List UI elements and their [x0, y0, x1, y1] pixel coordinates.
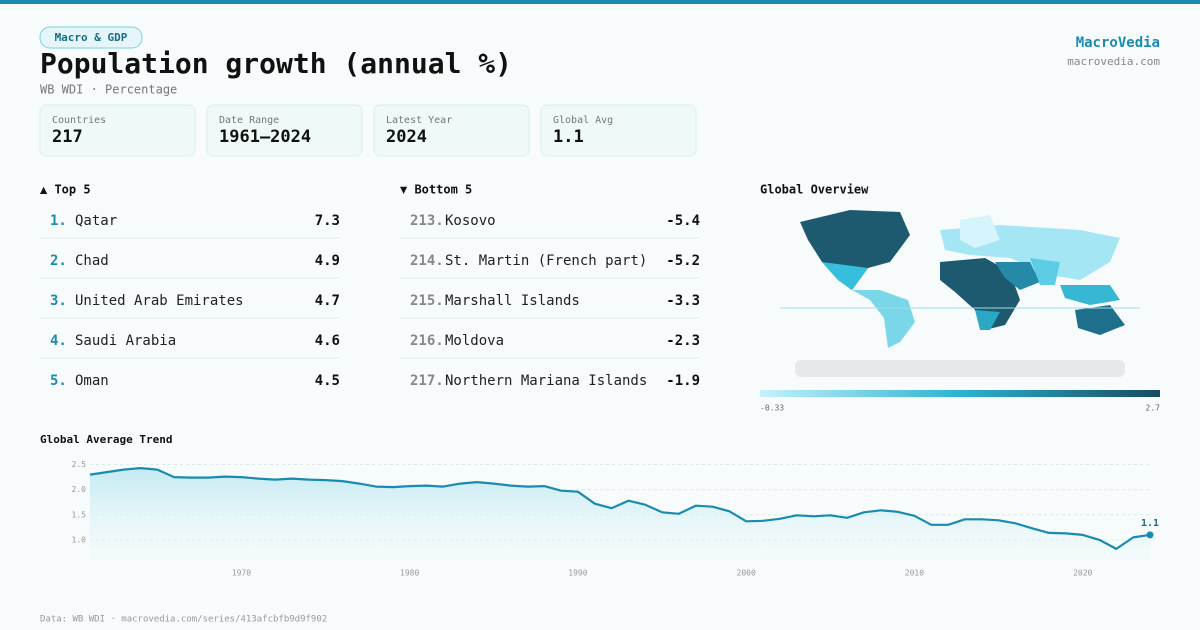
country: Marshall Islands	[445, 293, 580, 309]
brand: MacroVedia	[1076, 35, 1160, 51]
value: 4.9	[315, 253, 340, 269]
x-tick-label: 2000	[737, 569, 756, 578]
chart-title: Global Average Trend	[40, 433, 172, 446]
color-scale	[760, 390, 1160, 397]
value: 4.5	[315, 373, 340, 389]
site: macrovedia.com	[1067, 55, 1160, 68]
rank: 217.	[410, 373, 444, 389]
subtitle: WB WDI · Percentage	[40, 83, 177, 97]
value: -3.3	[666, 293, 700, 309]
title: Population growth (annual %)	[40, 47, 512, 80]
stat-value: 217	[52, 127, 83, 147]
y-tick-label: 2.5	[72, 460, 87, 469]
rank: 3.	[50, 293, 67, 309]
value: 7.3	[315, 213, 340, 229]
tag: Macro & GDP	[55, 31, 128, 44]
stat-value: 1.1	[553, 127, 584, 147]
rank: 213.	[410, 213, 444, 229]
stat-label: Global Avg	[553, 115, 613, 126]
country: Qatar	[75, 213, 117, 229]
x-tick-label: 2020	[1073, 569, 1092, 578]
country: Kosovo	[445, 213, 496, 229]
stat-value: 2024	[386, 127, 427, 147]
tag-pill	[39, 26, 143, 49]
value: -5.2	[666, 253, 700, 269]
value: 4.7	[315, 293, 340, 309]
list-title: ▼ Bottom 5	[400, 183, 472, 197]
country: Northern Mariana Islands	[445, 373, 647, 389]
stat-label: Countries	[52, 115, 106, 126]
rank: 5.	[50, 373, 67, 389]
rank: 215.	[410, 293, 444, 309]
y-tick-label: 1.5	[72, 510, 87, 519]
country: Oman	[75, 373, 109, 389]
x-tick-label: 1970	[232, 569, 251, 578]
country: Saudi Arabia	[75, 333, 176, 349]
rank: 2.	[50, 253, 67, 269]
x-tick-label: 2010	[905, 569, 924, 578]
stat-card	[39, 104, 196, 157]
value: -1.9	[666, 373, 700, 389]
stat-label: Latest Year	[386, 115, 452, 126]
rank: 214.	[410, 253, 444, 269]
country: United Arab Emirates	[75, 293, 244, 309]
scale-max: 2.7	[1146, 404, 1161, 413]
footer: Data: WB WDI · macrovedia.com/series/413…	[40, 615, 327, 625]
rank: 4.	[50, 333, 67, 349]
line	[89, 467, 1151, 550]
world-map	[780, 210, 1140, 377]
top-bar	[0, 0, 1200, 4]
y-tick-label: 2.0	[72, 485, 87, 494]
x-tick-label: 1980	[400, 569, 419, 578]
end-point	[1146, 531, 1154, 539]
value: 4.6	[315, 333, 340, 349]
scale-min: -0.33	[760, 404, 784, 413]
stat-label: Date Range	[219, 115, 279, 126]
value: -5.4	[666, 213, 700, 229]
end-label: 1.1	[1141, 518, 1159, 529]
map-title: Global Overview	[760, 183, 869, 197]
x-tick-label: 1990	[568, 569, 587, 578]
country: Moldova	[445, 333, 504, 349]
country: Chad	[75, 253, 109, 269]
area	[90, 468, 1150, 560]
value: -2.3	[666, 333, 700, 349]
country: St. Martin (French part)	[445, 253, 647, 269]
rank: 216.	[410, 333, 444, 349]
stat-card	[206, 104, 363, 157]
stat-value: 1961–2024	[219, 127, 311, 147]
stat-card	[540, 104, 697, 157]
y-tick-label: 1.0	[72, 535, 87, 544]
list-title: ▲ Top 5	[40, 183, 91, 197]
rank: 1.	[50, 213, 67, 229]
stat-card	[373, 104, 530, 157]
